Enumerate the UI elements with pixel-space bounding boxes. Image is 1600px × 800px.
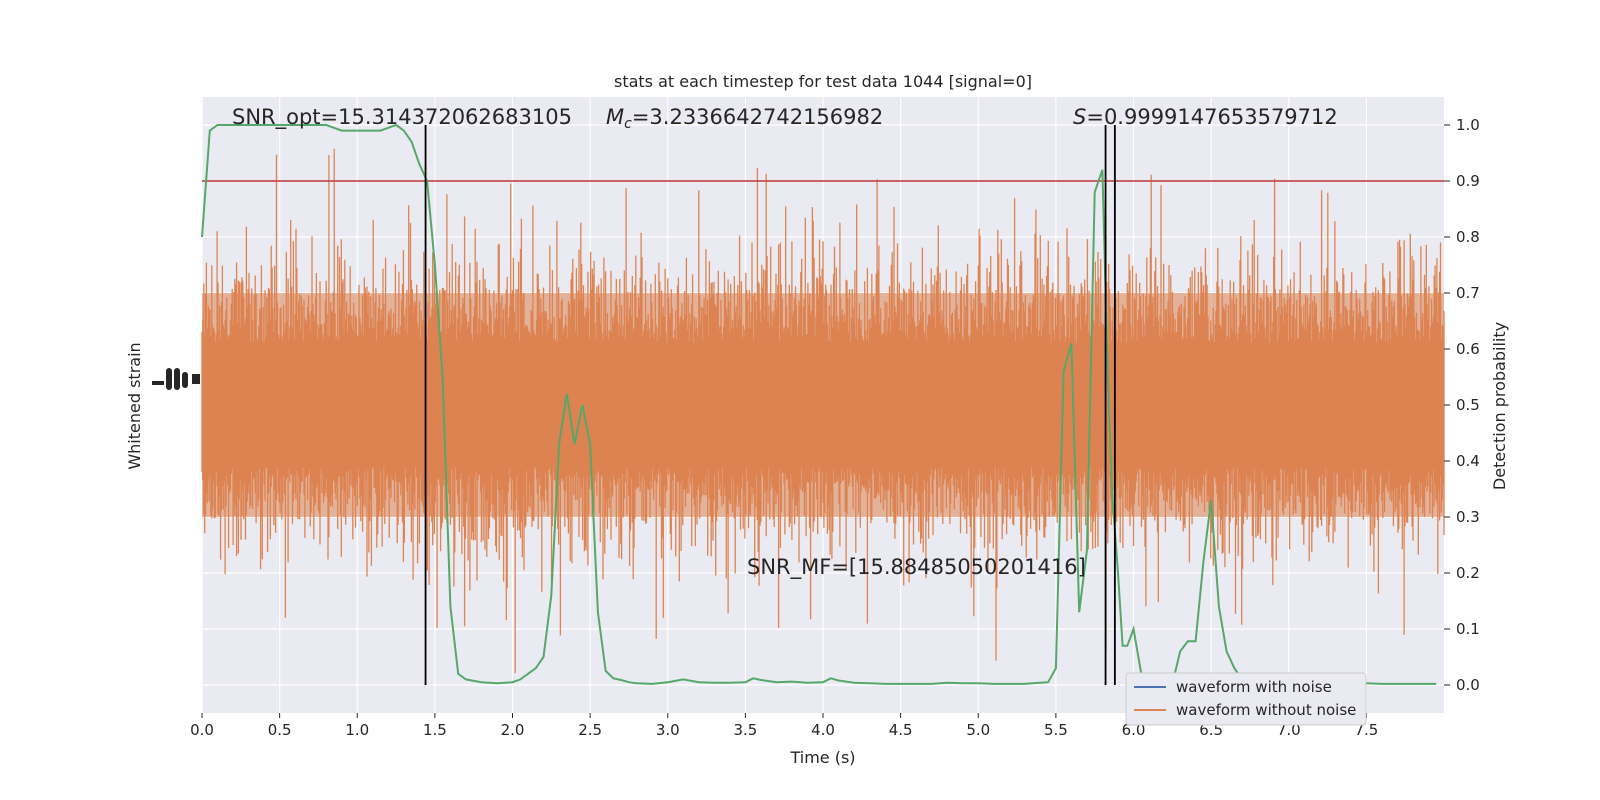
x-tick-label: 5.5 <box>1044 721 1068 739</box>
s-annotation: S=0.9999147653579712 <box>1073 105 1338 129</box>
snr-opt-annotation: SNR_opt=15.314372062683105 <box>232 105 572 130</box>
strain-trace <box>201 148 1445 674</box>
y-tick-label: 0.0 <box>1456 676 1480 694</box>
x-tick-label: 5.0 <box>966 721 990 739</box>
x-tick-label: 1.0 <box>345 721 369 739</box>
left-axis-ticks <box>152 368 200 390</box>
x-tick-label: 2.5 <box>578 721 602 739</box>
y-tick-label: 0.3 <box>1456 508 1480 526</box>
chart-title: stats at each timestep for test data 104… <box>614 72 1032 91</box>
left-axis-label: Whitened strain <box>125 342 144 469</box>
y-tick-label: 0.1 <box>1456 620 1480 638</box>
y-tick-label: 0.8 <box>1456 228 1480 246</box>
snr-mf-annotation: SNR_MF=[15.88485050201416] <box>747 555 1086 580</box>
legend-frame <box>1125 672 1367 726</box>
legend: waveform with noise waveform without noi… <box>1125 672 1367 726</box>
y-tick-label: 0.4 <box>1456 452 1480 470</box>
y-tick-label: 0.2 <box>1456 564 1480 582</box>
x-tick-label: 2.0 <box>501 721 525 739</box>
y-tick-label: 0.9 <box>1456 172 1480 190</box>
x-tick-label: 3.0 <box>656 721 680 739</box>
strain-core <box>202 293 1444 517</box>
y-tick-label: 0.5 <box>1456 396 1480 414</box>
x-tick-label: 0.5 <box>268 721 292 739</box>
x-tick-label: 4.0 <box>811 721 835 739</box>
x-tick-label: 1.5 <box>423 721 447 739</box>
y-tick-label: 0.6 <box>1456 340 1480 358</box>
chirp-mass-annotation: Mc=3.2336642742156982 <box>606 105 883 132</box>
right-axis-label: Detection probability <box>1490 322 1509 490</box>
vertical-markers <box>424 125 1116 685</box>
legend-label-clean: waveform without noise <box>1176 701 1356 719</box>
y-tick-label: 1.0 <box>1456 116 1480 134</box>
x-axis-label: Time (s) <box>789 748 855 767</box>
y-tick-label: 0.7 <box>1456 284 1480 302</box>
x-tick-label: 3.5 <box>733 721 757 739</box>
x-tick-label: 0.0 <box>190 721 214 739</box>
legend-label-noise: waveform with noise <box>1176 678 1332 696</box>
right-axis-ticks: 0.0 0.1 0.2 0.3 0.4 0.5 0.6 0.7 0.8 0.9 1.0 <box>1444 116 1480 694</box>
x-tick-label: 4.5 <box>889 721 913 739</box>
